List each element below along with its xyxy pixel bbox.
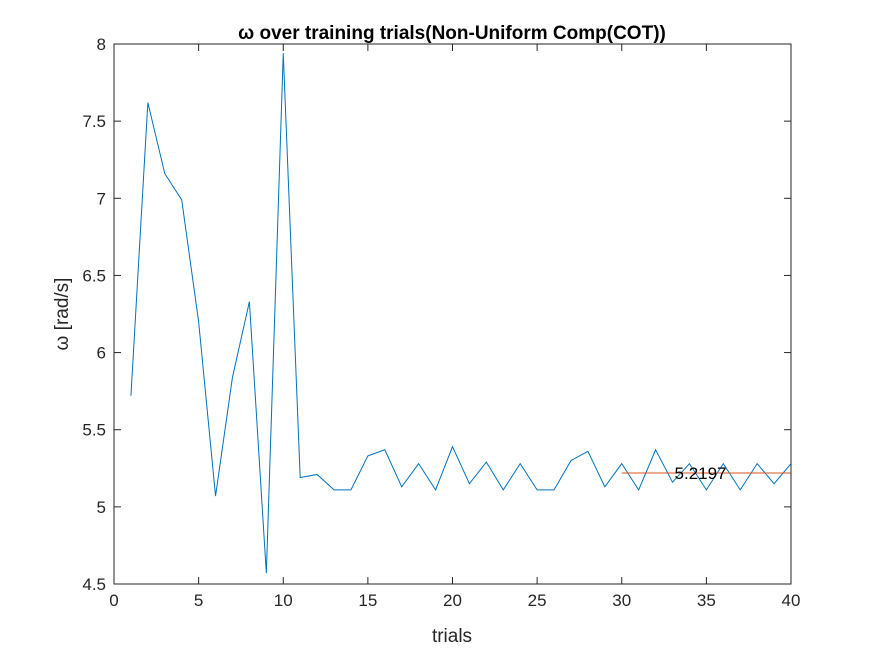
x-tick-label: 20 (443, 591, 462, 610)
y-ticks: 4.5 5 5.5 6 6.5 7 7.5 8 (82, 35, 791, 594)
plot-area (114, 44, 791, 584)
x-tick-label: 10 (274, 591, 293, 610)
y-tick-label: 7.5 (82, 112, 106, 131)
annotation-label: 5.2197 (675, 464, 727, 483)
y-tick-label: 8 (97, 35, 106, 54)
y-axis-label: ω [rad/s] (52, 278, 73, 351)
x-tick-label: 25 (528, 591, 547, 610)
x-tick-label: 35 (697, 591, 716, 610)
y-tick-label: 5 (97, 498, 106, 517)
x-tick-label: 5 (194, 591, 203, 610)
x-axis-label: trials (432, 626, 472, 647)
x-tick-label: 0 (109, 591, 118, 610)
x-tick-label: 40 (782, 591, 801, 610)
chart-title: ω over training trials(Non-Uniform Comp(… (238, 23, 666, 44)
x-ticks: 0 5 10 15 20 25 30 35 40 (109, 44, 800, 610)
y-tick-label: 6.5 (82, 266, 106, 285)
x-tick-label: 30 (612, 591, 631, 610)
y-tick-label: 6 (97, 344, 106, 363)
x-tick-label: 15 (358, 591, 377, 610)
y-tick-label: 5.5 (82, 421, 106, 440)
y-tick-label: 4.5 (82, 575, 106, 594)
y-tick-label: 7 (97, 189, 106, 208)
